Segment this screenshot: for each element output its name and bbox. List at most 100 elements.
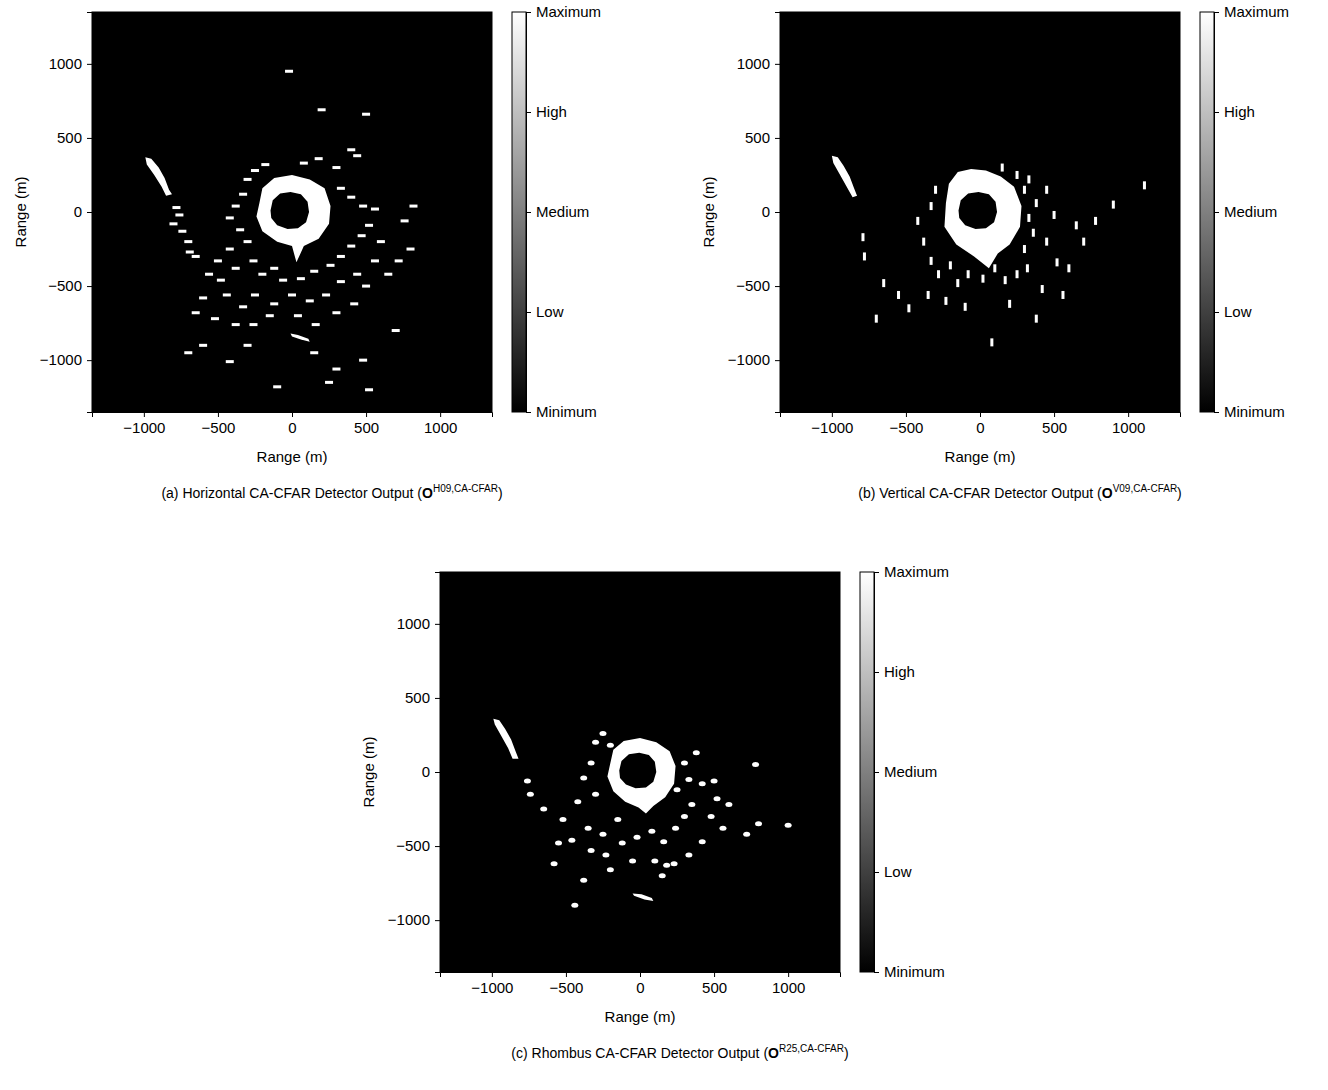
detection-point <box>629 858 636 863</box>
x-tick-label: −1000 <box>123 419 165 436</box>
detection-point <box>527 792 534 797</box>
detection-point <box>711 778 718 783</box>
x-axis-line <box>781 413 1181 418</box>
detection-point <box>294 314 302 317</box>
y-tick: 1000 <box>737 55 780 72</box>
x-tick-label: 0 <box>288 419 296 436</box>
x-tick-label: 1000 <box>772 979 805 996</box>
x-tick: 0 <box>288 412 296 436</box>
detection-point <box>359 359 367 362</box>
detection-point <box>214 259 222 262</box>
x-tick-label: −1000 <box>471 979 513 996</box>
detection-point <box>395 259 403 262</box>
x-tick: 500 <box>1042 412 1067 436</box>
colorbar-tick-mark <box>526 12 531 13</box>
colorbar-tick-label: Low <box>1224 303 1252 320</box>
detection-point <box>1041 285 1044 293</box>
detection-point <box>927 291 930 299</box>
detection-point <box>332 166 340 169</box>
detection-point <box>1027 175 1030 183</box>
detection-point <box>660 839 667 844</box>
detection-point <box>937 270 940 278</box>
colorbar-tick: Medium <box>526 203 589 220</box>
colorbar-tick: Medium <box>874 763 937 780</box>
y-tick-label: −500 <box>736 277 770 294</box>
panel: −1000−50005001000−1000−50005001000Range … <box>700 3 1289 501</box>
detection-point <box>588 848 595 853</box>
detection-point <box>990 338 993 346</box>
y-tick-label: 0 <box>762 203 770 220</box>
x-tick-mark <box>1128 412 1129 417</box>
detection-region <box>633 893 654 900</box>
colorbar-tick: High <box>1214 103 1255 120</box>
detection-point <box>273 385 281 388</box>
x-tick-label: −500 <box>890 419 924 436</box>
y-tick-mark <box>435 624 440 625</box>
detection-point <box>648 829 655 834</box>
x-axis: −1000−50005001000 <box>93 412 493 436</box>
x-axis-line <box>93 413 493 418</box>
detection-point <box>693 750 700 755</box>
x-axis-line <box>441 973 841 978</box>
detection-point <box>244 178 252 181</box>
colorbar-tick-label: Minimum <box>536 403 597 420</box>
colorbar-axis-line <box>875 573 880 973</box>
colorbar-tick-label: Medium <box>536 203 589 220</box>
y-tick-label: −500 <box>48 277 82 294</box>
detection-point <box>205 273 213 276</box>
plot-frame <box>92 12 492 412</box>
detection-point <box>322 293 330 296</box>
x-tick-mark <box>980 412 981 417</box>
detection-point <box>384 273 392 276</box>
detection-point <box>714 796 721 801</box>
detection-point <box>347 148 355 151</box>
colorbar-tick-mark <box>526 412 531 413</box>
y-tick-mark <box>87 212 92 213</box>
caption-part: O <box>768 1045 779 1061</box>
detection-point <box>599 731 606 736</box>
detection-point <box>592 792 599 797</box>
detection-point <box>251 293 259 296</box>
x-tick: −1000 <box>811 412 853 436</box>
colorbar <box>860 572 874 972</box>
detection-point <box>671 861 678 866</box>
detection-point <box>249 323 257 326</box>
detection-point <box>192 255 200 258</box>
detection-point <box>634 835 641 840</box>
x-tick-mark <box>440 412 441 417</box>
colorbar-tick: Low <box>1214 303 1252 320</box>
caption-part: ) <box>844 1045 849 1061</box>
detection-point <box>184 240 192 243</box>
colorbar-tick-mark <box>874 772 879 773</box>
detection-point <box>651 858 658 863</box>
x-tick: 0 <box>636 972 644 996</box>
detection-point <box>1056 258 1059 266</box>
detection-point <box>315 157 323 160</box>
detection-point <box>270 302 278 305</box>
detection-point <box>1026 264 1029 272</box>
detection-point <box>244 240 252 243</box>
caption-part: V09,CA-CFAR <box>1113 483 1177 494</box>
colorbar-tick-label: Medium <box>1224 203 1277 220</box>
colorbar-axis-line <box>1215 13 1220 413</box>
detection-region <box>832 156 857 197</box>
y-axis: −1000−50005001000 <box>388 573 441 973</box>
colorbar-tick: Minimum <box>526 403 597 420</box>
detection-region <box>944 169 1021 268</box>
detection-point <box>967 270 970 278</box>
detection-point <box>674 787 681 792</box>
detection-point <box>672 826 679 831</box>
colorbar-axis-line <box>527 13 532 413</box>
x-tick: −500 <box>550 972 584 996</box>
detection-point <box>1023 245 1026 253</box>
x-tick-mark <box>714 972 715 977</box>
plot-frame <box>440 572 840 972</box>
colorbar-tick: Minimum <box>874 963 945 980</box>
detection-point <box>365 388 373 391</box>
detection-point <box>602 852 609 857</box>
detection-point <box>353 273 361 276</box>
colorbar-tick-mark <box>1214 212 1219 213</box>
y-tick-label: 0 <box>422 763 430 780</box>
detection-point <box>1094 217 1097 225</box>
detection-point <box>270 267 278 270</box>
